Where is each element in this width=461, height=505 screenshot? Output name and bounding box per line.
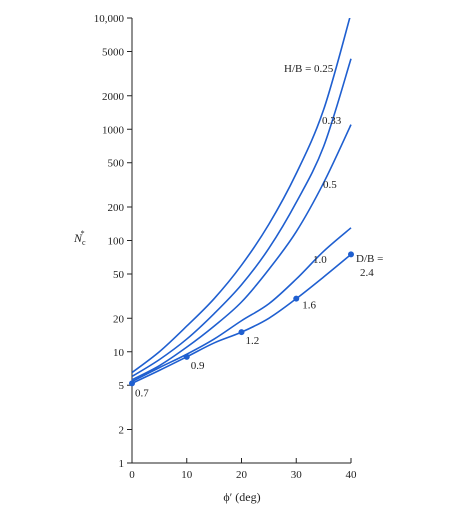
db-label-1.2: 1.2 bbox=[246, 335, 260, 347]
x-tick-label-30: 30 bbox=[291, 469, 303, 481]
db-point-0.7 bbox=[129, 380, 135, 387]
series-line-0 bbox=[132, 18, 351, 374]
y-tick-label-20: 20 bbox=[113, 313, 125, 325]
axes bbox=[131, 18, 351, 464]
series-label-0.33: 0.33 bbox=[322, 115, 342, 127]
y-axis-title-main: N bbox=[73, 231, 83, 245]
y-tick-label-500: 500 bbox=[108, 158, 125, 170]
db-first-value: 2.4 bbox=[360, 267, 374, 279]
y-tick-label-10000: 10,000 bbox=[94, 13, 125, 25]
y-axis-title: Nc* bbox=[73, 229, 86, 247]
y-tick-label-5000: 5000 bbox=[102, 46, 125, 58]
ticks: 1 2 5 10 20 50 100 200 500 1000 2000 5000 10,000 0 10 2… bbox=[94, 13, 357, 481]
x-axis-title: ϕ′ (deg) bbox=[223, 490, 260, 504]
y-axis-title-sub: c bbox=[82, 238, 86, 247]
hb-label: H/B = 0.25 bbox=[284, 63, 334, 75]
series-label-0.5: 0.5 bbox=[323, 179, 337, 191]
y-tick-label-1: 1 bbox=[119, 458, 125, 470]
y-tick-label-200: 200 bbox=[108, 202, 125, 214]
x-tick-label-40: 40 bbox=[346, 469, 358, 481]
y-tick-label-2000: 2000 bbox=[102, 91, 125, 103]
y-tick-label-100: 100 bbox=[108, 236, 125, 248]
series-line-4 bbox=[132, 253, 352, 385]
db-label-0.9: 0.9 bbox=[191, 360, 205, 372]
x-tick-label-0: 0 bbox=[129, 469, 135, 481]
db-point-1.6 bbox=[293, 295, 300, 302]
series-line-2 bbox=[132, 124, 352, 381]
db-title-label: D/B = bbox=[356, 253, 383, 265]
x-tick-label-20: 20 bbox=[236, 469, 248, 481]
y-tick-label-50: 50 bbox=[113, 269, 125, 281]
y-tick-label-1000: 1000 bbox=[102, 124, 125, 136]
db-point-1.2 bbox=[238, 329, 245, 336]
y-tick-label-2: 2 bbox=[119, 425, 125, 437]
y-tick-label-5: 5 bbox=[119, 380, 125, 392]
db-point-0.9 bbox=[183, 353, 190, 360]
labels: 0.7 0.9 1.2 1.6 H/B = 0.25 0.33 0.5 1.0 D/B = 2.4 bbox=[135, 63, 383, 399]
series-line-3 bbox=[132, 227, 352, 383]
series-line-1 bbox=[132, 58, 352, 378]
y-tick-label-10: 10 bbox=[113, 347, 125, 359]
db-label-1.6: 1.6 bbox=[302, 300, 316, 312]
db-label-0.7: 0.7 bbox=[135, 387, 149, 399]
x-tick-label-10: 10 bbox=[181, 469, 193, 481]
y-axis-title-sup: * bbox=[81, 229, 85, 238]
db-point-2.4 bbox=[348, 251, 354, 258]
series-label-1.0: 1.0 bbox=[313, 254, 327, 266]
points bbox=[129, 251, 354, 387]
